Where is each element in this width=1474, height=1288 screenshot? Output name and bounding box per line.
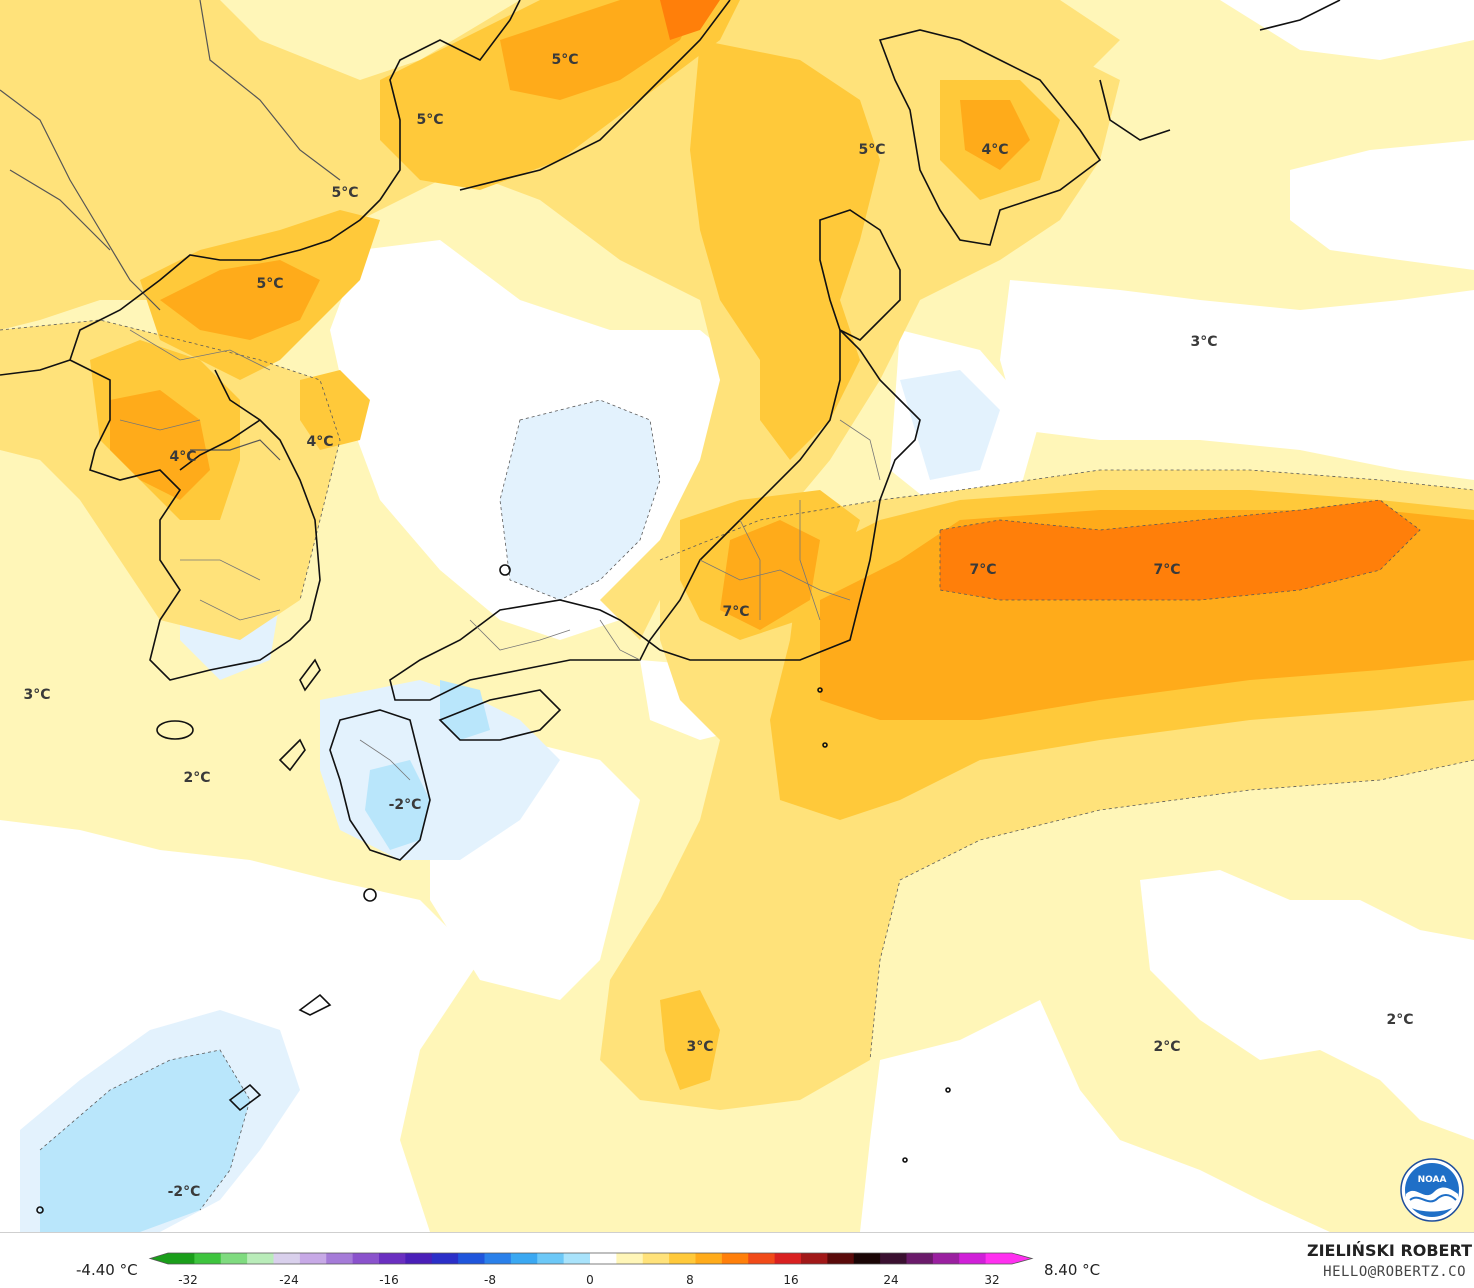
colorbar-segment: [880, 1253, 908, 1264]
legend-tick: 16: [783, 1273, 799, 1287]
colorbar-segment: [247, 1253, 275, 1264]
deep-orange-zones: [660, 0, 1420, 600]
colorbar-segment: [220, 1253, 248, 1264]
colorbar-segment: [352, 1253, 380, 1264]
legend-tick: -8: [484, 1273, 496, 1287]
temperature-label: 7°C: [722, 604, 749, 620]
colorbar-segment: [906, 1253, 934, 1264]
colorbar-segment: [985, 1253, 1013, 1264]
temperature-label: 5°C: [858, 142, 885, 158]
colorbar-segment: [563, 1253, 591, 1264]
temperature-anomaly-map: 5°C 5°C 5°C 5°C 4°C 5°C 4°C 4°C 3°C 3°C …: [0, 0, 1474, 1232]
colorbar-min-arrow: [150, 1253, 168, 1264]
author-email: HELLO@ROBERTZ.CO: [1323, 1264, 1466, 1280]
colorbar-segment: [932, 1253, 960, 1264]
colorbar-segment: [801, 1253, 828, 1264]
legend-tick: -16: [379, 1273, 399, 1287]
temperature-label: 4°C: [169, 449, 196, 465]
legend-tick: -32: [178, 1273, 198, 1287]
legend-tick: -24: [279, 1273, 299, 1287]
temperature-label: 4°C: [306, 434, 333, 450]
colorbar-segment: [379, 1253, 406, 1264]
temperature-label: -2°C: [389, 797, 422, 813]
colorbar-segment: [194, 1253, 222, 1264]
colorbar-segment: [669, 1253, 697, 1264]
colorbar-segment: [748, 1253, 776, 1264]
admin-borders: [119, 329, 881, 781]
temperature-label: 7°C: [1153, 562, 1180, 578]
temperature-label: 3°C: [1190, 334, 1217, 350]
legend-bar: -4.40 °C -32 -24 -16 -8 0 8 16 24 32 8.4…: [0, 1232, 1474, 1288]
legend-min-value: -4.40 °C: [76, 1261, 138, 1279]
colorbar-segment: [273, 1253, 301, 1264]
noaa-logo: NOAA: [1400, 1158, 1464, 1222]
colorbar-segment: [299, 1253, 327, 1264]
colorbar-segment: [510, 1253, 538, 1264]
temperature-label: 5°C: [416, 112, 443, 128]
coastlines: [0, 0, 1341, 1214]
contour-lines: [0, 319, 1474, 1211]
colorbar-segment: [326, 1253, 354, 1264]
colorbar-segment: [458, 1253, 486, 1264]
temperature-label: 4°C: [981, 142, 1008, 158]
colorbar-segment: [405, 1253, 433, 1264]
colorbar-segment: [168, 1253, 195, 1264]
temperature-label: 5°C: [551, 52, 578, 68]
colorbar-segment: [431, 1253, 459, 1264]
noaa-logo-text: NOAA: [1418, 1175, 1447, 1185]
colorbar-segment: [695, 1253, 723, 1264]
temperature-label: 2°C: [1386, 1012, 1413, 1028]
temperature-label: 3°C: [23, 687, 50, 703]
map-canvas: 5°C 5°C 5°C 5°C 4°C 5°C 4°C 4°C 3°C 3°C …: [0, 0, 1474, 1232]
temperature-label: 2°C: [1153, 1039, 1180, 1055]
temperature-label: -2°C: [168, 1184, 201, 1200]
colorbar-segment: [827, 1253, 855, 1264]
colorbar-segment: [590, 1253, 617, 1264]
colorbar-segment: [537, 1253, 565, 1264]
legend-tick: 8: [686, 1273, 694, 1287]
temperature-label: 7°C: [969, 562, 996, 578]
colorbar-segment: [642, 1253, 670, 1264]
temperature-label: 3°C: [686, 1039, 713, 1055]
temperature-label: 5°C: [331, 185, 358, 201]
colorbar-segment: [484, 1253, 512, 1264]
colorbar: [148, 1252, 1034, 1265]
legend-tick: 0: [586, 1273, 594, 1287]
temperature-labels: 5°C 5°C 5°C 5°C 4°C 5°C 4°C 4°C 3°C 3°C …: [23, 52, 1413, 1200]
colorbar-segment: [959, 1253, 987, 1264]
legend-max-value: 8.40 °C: [1044, 1261, 1101, 1279]
temperature-label: 5°C: [256, 276, 283, 292]
legend-tick: 32: [984, 1273, 1000, 1287]
colorbar-segment: [616, 1253, 644, 1264]
author-credit: ZIELIŃSKI ROBERT: [1306, 1241, 1472, 1260]
colorbar-segment: [721, 1253, 749, 1264]
colorbar-max-arrow: [1012, 1253, 1032, 1264]
temperature-label: 2°C: [183, 770, 210, 786]
legend-tick: 24: [883, 1273, 899, 1287]
colorbar-segment: [774, 1253, 802, 1264]
colorbar-segment: [853, 1253, 881, 1264]
colorbar-outline: [148, 1252, 1034, 1265]
